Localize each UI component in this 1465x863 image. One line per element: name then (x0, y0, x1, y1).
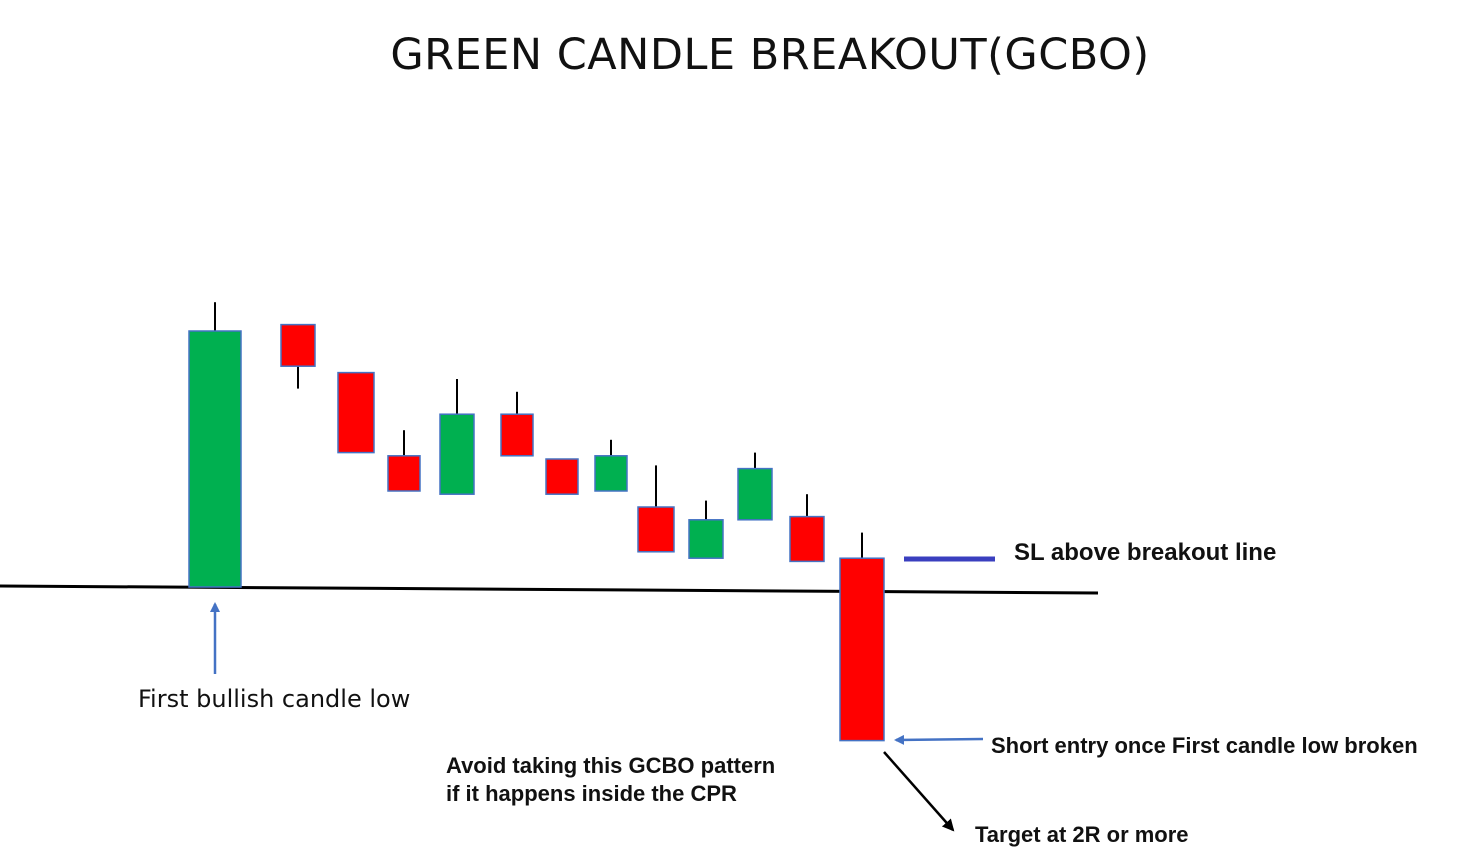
first-low-label: First bullish candle low (138, 685, 411, 713)
sl-label: SL above breakout line (1014, 539, 1277, 566)
target-arrow (883, 751, 955, 832)
page-title: GREEN CANDLE BREAKOUT(GCBO) (390, 30, 1150, 80)
candle-4-bearish (387, 455, 421, 492)
breakout-line (0, 584, 1099, 595)
candle-5-bullish (439, 413, 475, 495)
target-label: Target at 2R or more (975, 822, 1189, 847)
candle-12-bearish (789, 515, 825, 563)
short-entry-arrow (894, 734, 984, 745)
candle-6-bearish (500, 413, 534, 457)
avoid-label-line2: if it happens inside the CPR (446, 781, 737, 806)
candles-group (188, 302, 885, 742)
candle-10-bullish (688, 519, 724, 559)
avoid-label-line1: Avoid taking this GCBO pattern (446, 753, 776, 778)
candle-1-bullish (188, 330, 242, 588)
candle-13-bearish (839, 557, 885, 742)
candle-3-bearish (337, 371, 375, 454)
candle-7-bearish (545, 458, 579, 495)
candle-11-bullish (737, 467, 773, 521)
short-entry-label: Short entry once First candle low broken (991, 733, 1418, 758)
candle-8-bullish (594, 455, 628, 492)
candle-9-bearish (637, 506, 675, 553)
candle-2-bearish (280, 323, 316, 367)
